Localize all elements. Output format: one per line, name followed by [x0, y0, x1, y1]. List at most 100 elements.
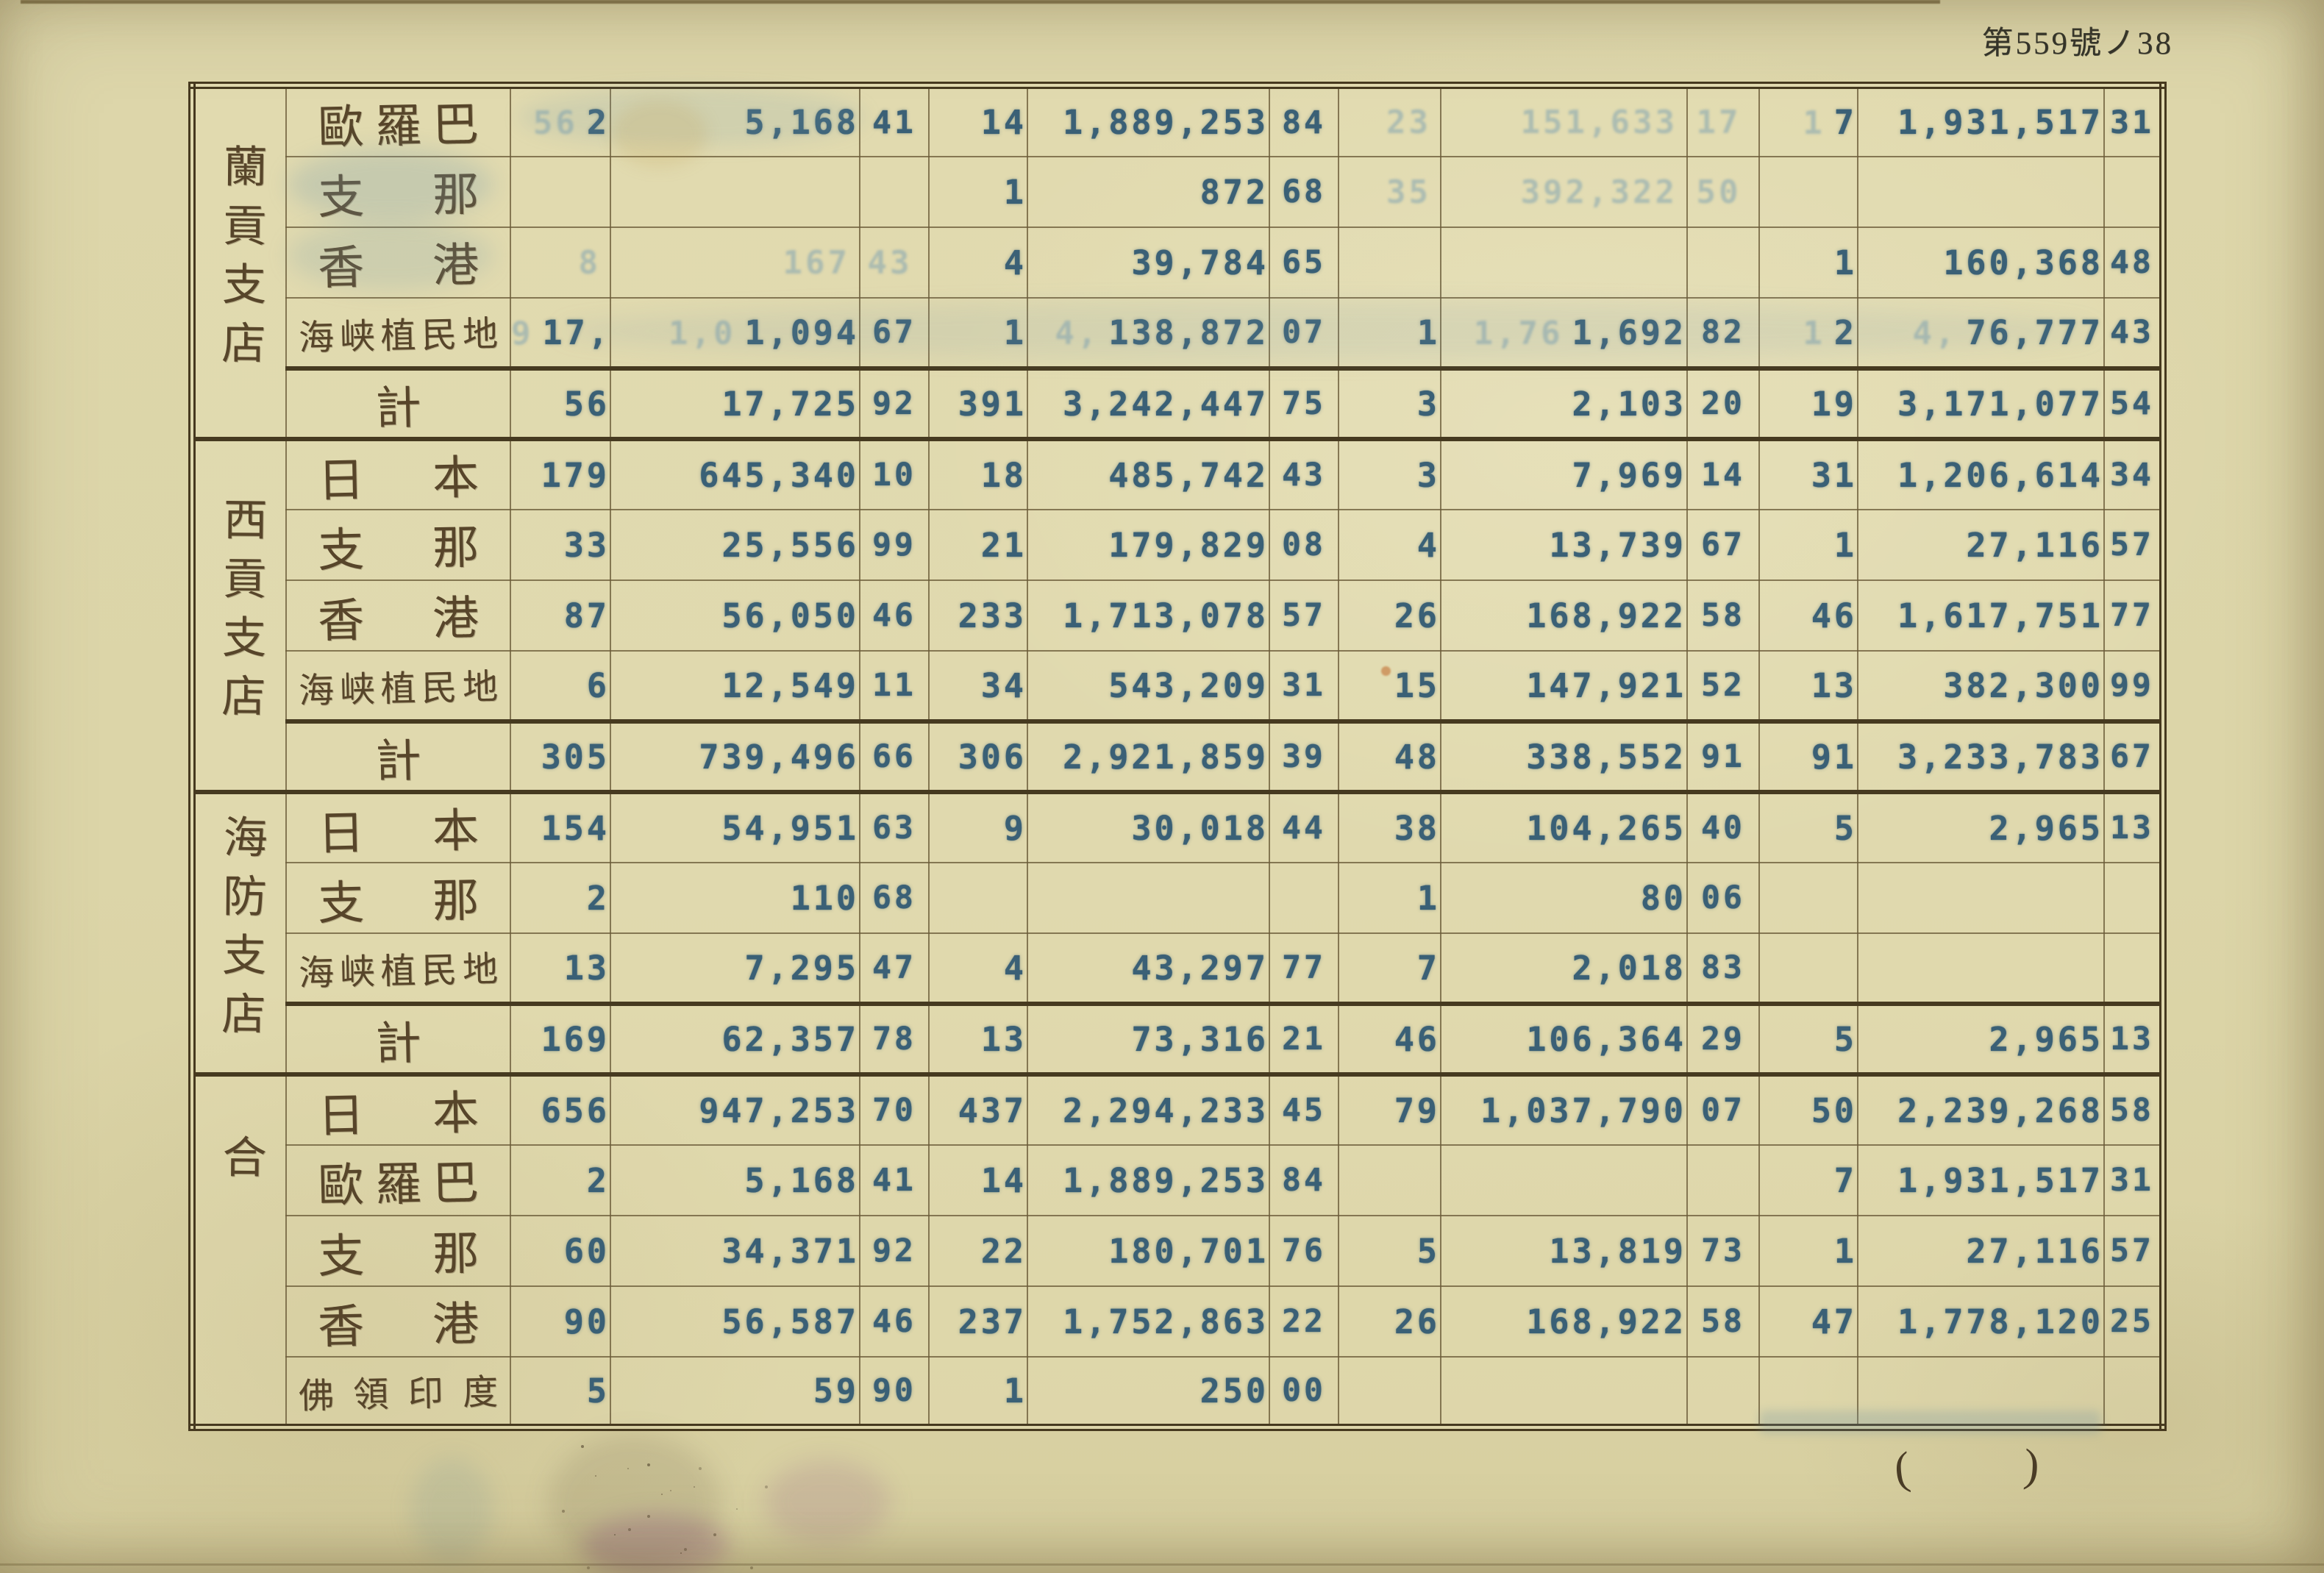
cents-cell: [2103, 862, 2164, 934]
amount-cell: 179,829: [1027, 509, 1270, 581]
count-cell: 1: [1758, 509, 1858, 581]
count-cell: 14: [928, 1144, 1028, 1216]
amount-cell: 2,965: [1857, 790, 2105, 863]
cents-cell: 46: [859, 579, 930, 652]
count-cell: 2: [510, 1144, 611, 1216]
amount-cell: 59: [610, 1356, 860, 1428]
ledger-table-body: 蘭貢支店歐羅巴 56 2 5,168 41 14 1,889,253 84 23 151,633 1…: [191, 85, 2164, 1428]
count-cell: 56 2: [510, 85, 611, 157]
amount-cell: 180,701: [1027, 1215, 1270, 1287]
amount-cell: 5,168: [610, 1144, 860, 1216]
table-row: 佛領印度 5 59 90 1 250 00: [192, 1356, 2164, 1428]
cents-cell: 41: [859, 1144, 930, 1216]
cents-cell: [1269, 862, 1339, 934]
count-cell: 56: [510, 366, 611, 440]
cents-cell: 00: [1269, 1356, 1339, 1428]
cents-cell: 90: [859, 1356, 930, 1428]
page-top-edge-line: [21, 0, 1940, 4]
amount-cell: 167: [610, 227, 860, 299]
cents-cell: [1686, 1144, 1760, 1216]
table-row: 支那 2 110 68 1 80 06: [192, 862, 2164, 934]
cents-cell: 17: [1686, 85, 1760, 157]
destination-label: 香港: [285, 579, 511, 652]
count-cell: 1: [1758, 1215, 1858, 1287]
count-cell: 1: [1758, 227, 1858, 299]
cents-cell: 84: [1269, 1144, 1339, 1216]
count-cell: [1758, 932, 1858, 1005]
count-cell: 154: [510, 790, 611, 863]
count-cell: 437: [928, 1072, 1028, 1146]
count-cell: [510, 156, 611, 228]
cents-cell: 44: [1269, 790, 1339, 863]
ink-spot: [1381, 666, 1391, 676]
amount-cell: 7,969: [1440, 437, 1688, 510]
amount-cell: 27,116: [1857, 509, 2105, 581]
amount-cell: 1,889,253: [1027, 1144, 1270, 1216]
cents-cell: 47: [859, 932, 930, 1005]
cents-cell: 58: [1686, 579, 1760, 652]
count-cell: [1338, 1356, 1441, 1428]
amount-cell: [1440, 227, 1688, 299]
amount-cell: [1857, 1356, 2105, 1428]
branch-label: 蘭貢支店: [191, 85, 287, 440]
count-cell: 4: [928, 227, 1028, 299]
count-cell: 14: [928, 85, 1028, 157]
cents-cell: 34: [2103, 437, 2164, 510]
cents-cell: 76: [1269, 1215, 1339, 1287]
cents-cell: [2103, 1356, 2164, 1428]
table-row: 海峡植民地 9 17, 1,0 1,094 67 1 4, 138,872 07 1 1,76 1,69…: [192, 297, 2164, 369]
destination-label: 日本: [285, 437, 511, 510]
cents-cell: 52: [1686, 650, 1760, 722]
count-cell: 4: [1338, 509, 1441, 581]
ledger-table: 蘭貢支店歐羅巴 56 2 5,168 41 14 1,889,253 84 23 151,633 1…: [188, 82, 2167, 1431]
destination-label: 日本: [285, 790, 511, 863]
count-cell: 79: [1338, 1072, 1441, 1146]
destination-label: 歐羅巴: [285, 85, 511, 157]
amount-cell: [1857, 932, 2105, 1005]
table-row: 支那 33 25,556 99 21 179,829 08 4 13,739 67 1 27,116 5…: [192, 509, 2164, 581]
count-cell: 91: [1758, 719, 1858, 793]
amount-cell: [610, 156, 860, 228]
amount-cell: 168,922: [1440, 579, 1688, 652]
cents-cell: 13: [2103, 1002, 2164, 1075]
cents-cell: 65: [1269, 227, 1339, 299]
count-cell: 6: [510, 650, 611, 722]
amount-cell: 382,300: [1857, 650, 2105, 722]
count-cell: 169: [510, 1002, 611, 1075]
cents-cell: 22: [1269, 1285, 1339, 1358]
count-cell: 19: [1758, 366, 1858, 440]
table-row: 歐羅巴 2 5,168 41 14 1,889,253 84 7 1,931,517 31: [192, 1144, 2164, 1216]
cents-cell: 66: [859, 719, 930, 793]
cents-cell: 43: [2103, 297, 2164, 369]
destination-label: 計: [285, 719, 511, 793]
cents-cell: 13: [2103, 790, 2164, 863]
count-cell: 1: [928, 156, 1028, 228]
amount-cell: 1,76 1,692: [1440, 297, 1688, 369]
count-cell: 4: [928, 932, 1028, 1005]
destination-label: 香港: [285, 227, 511, 299]
cents-cell: 46: [859, 1285, 930, 1358]
destination-label: 海峡植民地: [285, 650, 511, 722]
cents-cell: 07: [1269, 297, 1339, 369]
amount-cell: 3,242,447: [1027, 366, 1270, 440]
amount-cell: 147,921: [1440, 650, 1688, 722]
amount-cell: 151,633: [1440, 85, 1688, 157]
cents-cell: 48: [2103, 227, 2164, 299]
count-cell: 5: [1338, 1215, 1441, 1287]
table-row: 西貢支店日本 179 645,340 10 18 485,742 43 3 7,969 14 31 1…: [191, 437, 2164, 793]
branch-label-text: 海防支店: [214, 813, 266, 1049]
amount-cell: [1440, 1356, 1688, 1428]
cents-cell: 31: [2103, 1144, 2164, 1216]
paper-stain: [765, 1460, 890, 1544]
cents-cell: 92: [859, 366, 930, 440]
amount-cell: 56,587: [610, 1285, 860, 1358]
table-row: 香港 90 56,587 46 237 1,752,863 22 26 168,922 58 47 1…: [192, 1285, 2164, 1358]
count-cell: [1758, 156, 1858, 228]
amount-cell: 7,295: [610, 932, 860, 1005]
count-cell: 26: [1338, 1285, 1441, 1358]
count-cell: [1758, 1356, 1858, 1428]
cents-cell: 77: [2103, 579, 2164, 652]
count-cell: 7: [1758, 1144, 1858, 1216]
amount-cell: 5,168: [610, 85, 860, 157]
